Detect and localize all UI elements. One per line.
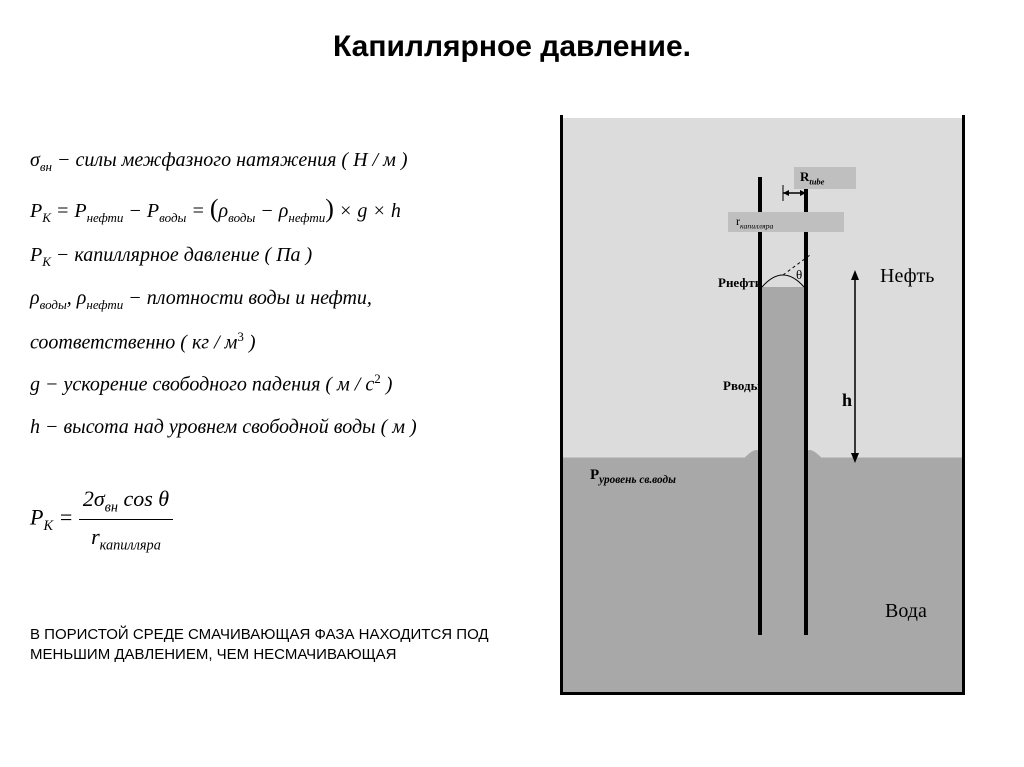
neft-label: Нефть <box>880 265 934 288</box>
formula-sigma: σвн − силы межфазного натяжения ( Н / м … <box>30 145 540 177</box>
theta-label: θ <box>796 267 802 283</box>
den-r: r <box>91 524 100 549</box>
g-end: ) <box>381 374 393 396</box>
p-uroven-p: Р <box>590 467 599 483</box>
fraction-den: rкапилляра <box>79 520 173 557</box>
rho-n-sub: нефти <box>86 297 123 312</box>
rho2: ρ <box>279 200 289 222</box>
rho-v: ρ <box>30 287 40 309</box>
capillary-diagram: Rtube rкапилляра θ Рнефти Рводы Руровень… <box>560 115 990 705</box>
g-text: g − ускорение свободного падения ( м / с <box>30 374 374 396</box>
num-2: cos θ <box>118 486 169 511</box>
formula-h: h − высота над уровнем свободной воды ( … <box>30 412 540 442</box>
times-gh: × g × h <box>334 200 401 222</box>
p-vody-label: Рводы <box>723 378 761 394</box>
eq1: = P <box>51 200 87 222</box>
pk3-eq: = <box>53 504 79 529</box>
minus: − P <box>123 200 159 222</box>
rtube-sub: tube <box>809 177 824 187</box>
p-uroven-label: Руровень св.воды <box>590 467 676 486</box>
pk2-rest: − капиллярное давление ( Па ) <box>51 244 312 266</box>
voda-label: Вода <box>885 600 927 623</box>
den-sub: капилляра <box>100 537 161 553</box>
pk3-p: P <box>30 504 43 529</box>
rho-n: ρ <box>77 287 87 309</box>
formula-pk-equation: PК = Pнефти − Pводы = (ρводы − ρнефти) ×… <box>30 189 540 228</box>
units-end: ) <box>244 331 256 353</box>
num-sub: вн <box>105 499 118 515</box>
pk2-sub: К <box>42 254 51 269</box>
rparen: ) <box>325 194 334 223</box>
rtube-label: Rtube <box>800 169 824 187</box>
rho2-sub: нефти <box>288 210 325 225</box>
formula-pk-fraction: PК = 2σвн cos θrкапилляра <box>30 482 540 557</box>
page-title: Капиллярное давление. <box>0 30 1024 64</box>
h-label: h <box>842 390 852 411</box>
rho1-sub: воды <box>228 210 255 225</box>
rtube-r: R <box>800 169 809 184</box>
p-uroven-sub: уровень св.воды <box>599 474 676 486</box>
tube-water <box>762 287 804 635</box>
fraction: 2σвн cos θrкапилляра <box>79 482 173 557</box>
rho-rest: − плотности воды и нефти, <box>123 287 372 309</box>
formula-pk-desc: PК − капиллярное давление ( Па ) <box>30 240 540 272</box>
rho-comma: , <box>67 287 77 309</box>
formula-units: соответственно ( кг / м3 ) <box>30 327 540 358</box>
footnote: В ПОРИСТОЙ СРЕДЕ СМАЧИВАЮЩАЯ ФАЗА НАХОДИ… <box>30 625 510 666</box>
formulas-block: σвн − силы межфазного натяжения ( Н / м … <box>30 145 540 568</box>
rho-v-sub: воды <box>40 297 67 312</box>
rcap-label: rкапилляра <box>736 214 773 230</box>
p-nefti-label: Рнефти <box>718 275 762 291</box>
formula-g: g − ускорение свободного падения ( м / с… <box>30 369 540 400</box>
formula-rho-desc: ρводы, ρнефти − плотности воды и нефти, <box>30 283 540 315</box>
pk-sub: К <box>42 210 51 225</box>
sigma-symbol: σ <box>30 149 40 171</box>
eq2: = <box>186 200 210 222</box>
rho1: ρ <box>219 200 229 222</box>
num-1: 2σ <box>83 486 105 511</box>
pk3-sub: К <box>43 518 53 534</box>
fraction-num: 2σвн cos θ <box>79 482 173 520</box>
sigma-desc: − силы межфазного натяжения ( Н / м ) <box>52 149 408 171</box>
units-text: соответственно ( кг / м <box>30 331 237 353</box>
pk-p: P <box>30 200 42 222</box>
p-vody-sub: воды <box>159 210 186 225</box>
sigma-sub: вн <box>40 159 52 174</box>
rcap-sub: капилляра <box>740 221 773 230</box>
pk2-p: P <box>30 244 42 266</box>
p-nefti-sub: нефти <box>87 210 124 225</box>
lparen: ( <box>210 194 219 223</box>
